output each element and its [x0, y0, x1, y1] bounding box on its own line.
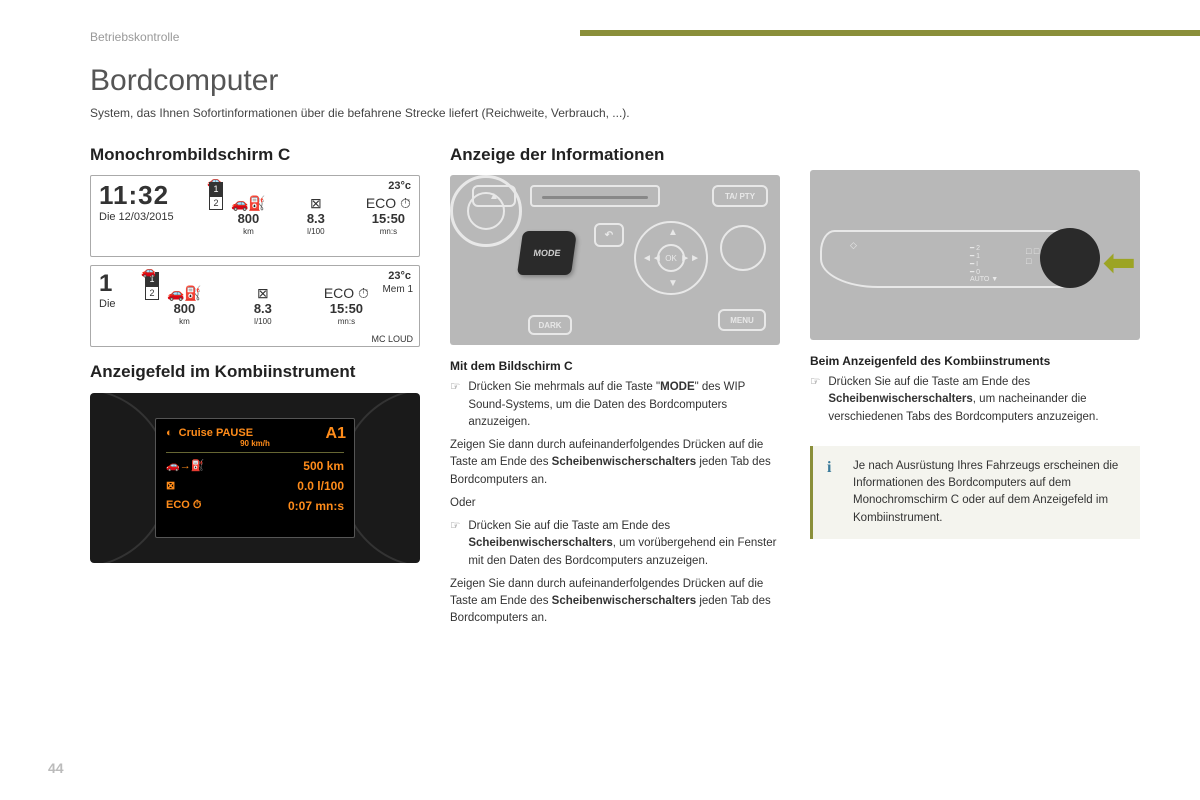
- lcd1-data: 🚗⛽800km ⊠8.3l/100 ECO ⏱15:50mn:s: [231, 196, 411, 236]
- lcd1-eco: ECO ⏱15:50mn:s: [366, 196, 411, 236]
- para-1: Zeigen Sie dann durch aufeinanderfolgend…: [450, 437, 780, 489]
- kombi-instrument: A1 ◐ Cruise PAUSE 90 km/h 🚗→⛽500 km ⊠0.0 …: [90, 393, 420, 563]
- cd-slot: [530, 185, 660, 207]
- lcd1-tab-1: 1: [209, 182, 223, 196]
- control-panel: ▲ TA/ PTY MODE DARK ↶ OK ◄◄ ►► ▲ ▼ MENU: [450, 175, 780, 345]
- bullet-1-text: Drücken Sie mehrmals auf die Taste "MODE…: [468, 379, 780, 431]
- pointer-icon: ☞: [450, 518, 460, 570]
- page-number: 44: [48, 760, 64, 776]
- info-text: Je nach Ausrüstung Ihres Fahrzeugs ersch…: [853, 458, 1126, 527]
- page-subtitle: System, das Ihnen Sofortinformationen üb…: [90, 106, 1140, 120]
- col-right: ◇ ━ 2━ 1━ I━ 0AUTO ▼ □ □□ ⬅ Beim Anzeige…: [810, 144, 1140, 634]
- kombi-row-consumption: ⊠0.0 l/100: [166, 479, 344, 493]
- lcd2-time: 1: [99, 270, 139, 298]
- columns: Monochrombildschirm C 23°c 🚗 1 2 11:32 D…: [90, 144, 1140, 634]
- lcd2-range: 🚗⛽800km: [167, 286, 202, 326]
- stalk-tip: [1040, 228, 1100, 288]
- info-icon: i: [827, 456, 843, 472]
- kombi-row-eco: ECO ⏱0:07 mn:s: [166, 499, 344, 513]
- pointer-icon: ☞: [810, 374, 820, 426]
- dark-button: DARK: [528, 315, 572, 335]
- lcd2-temp: 23°c: [388, 270, 411, 282]
- pointer-icon: ☞: [450, 379, 460, 431]
- right-arrow-icon: ►►: [680, 253, 700, 264]
- eco-timer-icon: ECO ⏱: [366, 196, 411, 210]
- bullet-right-1-text: Drücken Sie auf die Taste am Ende des Sc…: [828, 374, 1140, 426]
- col-left: Monochrombildschirm C 23°c 🚗 1 2 11:32 D…: [90, 144, 420, 634]
- lcd-screen-1: 23°c 🚗 1 2 11:32 Die 12/03/2015 🚗⛽800km …: [90, 175, 420, 257]
- page-title: Bordcomputer: [90, 64, 1140, 98]
- eco-timer-icon: ECO ⏱: [166, 499, 201, 512]
- lcd2-date: Die: [99, 298, 139, 310]
- kombi-cruise-speed: 90 km/h: [166, 439, 344, 448]
- eco-timer-icon: ECO ⏱: [324, 286, 369, 300]
- lcd2-eco: ECO ⏱15:50mn:s: [324, 286, 369, 326]
- lcd1-consumption: ⊠8.3l/100: [307, 196, 325, 236]
- accent-bar: [580, 30, 1200, 36]
- stalk-buttons: □ □□: [1026, 246, 1039, 266]
- lcd2-consumption: ⊠8.3l/100: [254, 286, 272, 326]
- lcd-screen-2: 23°c 1 2 🚗 1 Die 🚗⛽800km ⊠8.3l/100 ECO ⏱…: [90, 265, 420, 347]
- right-knob: [720, 225, 766, 271]
- menu-button: MENU: [718, 309, 766, 331]
- box-icon: ⊠: [166, 479, 175, 492]
- down-arrow-icon: ▼: [668, 278, 678, 289]
- stalk-detail-icon: ◇: [850, 240, 857, 251]
- para-2: Zeigen Sie dann durch aufeinanderfolgend…: [450, 576, 780, 628]
- lcd2-data: 🚗⛽800km ⊠8.3l/100 ECO ⏱15:50mn:s: [167, 286, 369, 326]
- wiper-stalk: ◇ ━ 2━ 1━ I━ 0AUTO ▼ □ □□ ⬅: [810, 170, 1140, 340]
- car-fuel-icon: 🚗→⛽: [166, 459, 204, 472]
- car-icon: 🚗: [141, 264, 156, 278]
- kombi-cruise: Cruise PAUSE: [179, 427, 253, 439]
- heading-monochrom: Monochrombildschirm C: [90, 144, 420, 165]
- eject-button: ▲: [472, 185, 516, 207]
- car-fuel-icon: 🚗⛽: [231, 196, 266, 210]
- box-icon: ⊠: [257, 286, 269, 300]
- lcd2-tab-2: 2: [145, 286, 159, 300]
- mode-button: MODE: [517, 231, 577, 275]
- arrow-left-icon: ⬅: [1102, 240, 1136, 286]
- back-button: ↶: [594, 223, 624, 247]
- bullet-right-1: ☞ Drücken Sie auf die Taste am Ende des …: [810, 374, 1140, 426]
- kombi-screen: A1 ◐ Cruise PAUSE 90 km/h 🚗→⛽500 km ⊠0.0 …: [155, 418, 355, 538]
- heading-kombi: Anzeigefeld im Kombiinstrument: [90, 361, 420, 382]
- car-fuel-icon: 🚗⛽: [167, 286, 202, 300]
- lcd1-tabs: 1 2: [209, 182, 223, 210]
- bullet-1: ☞ Drücken Sie mehrmals auf die Taste "MO…: [450, 379, 780, 431]
- kombi-row-range: 🚗→⛽500 km: [166, 459, 344, 473]
- bullet-2: ☞ Drücken Sie auf die Taste am Ende des …: [450, 518, 780, 570]
- col-mid: Anzeige der Informationen ▲ TA/ PTY MODE…: [450, 144, 780, 634]
- left-arrow-icon: ◄◄: [642, 253, 662, 264]
- para-oder: Oder: [450, 495, 780, 512]
- heading-bildschirm-c: Mit dem Bildschirm C: [450, 359, 780, 373]
- lcd1-range: 🚗⛽800km: [231, 196, 266, 236]
- lcd1-temp: 23°c: [388, 180, 411, 192]
- bullet-2-text: Drücken Sie auf die Taste am Ende des Sc…: [468, 518, 780, 570]
- stalk-scale: ━ 2━ 1━ I━ 0AUTO ▼: [970, 244, 998, 283]
- kombi-top: ◐ Cruise PAUSE 90 km/h: [166, 427, 344, 453]
- ta-pty-button: TA/ PTY: [712, 185, 768, 207]
- heading-anzeige: Anzeige der Informationen: [450, 144, 780, 165]
- lcd2-left: 1 Die: [99, 270, 139, 310]
- box-icon: ⊠: [310, 196, 322, 210]
- dpad: OK ◄◄ ►► ▲ ▼: [634, 221, 708, 295]
- heading-kombi-anzeige: Beim Anzeigenfeld des Kombiinstruments: [810, 354, 1140, 368]
- up-arrow-icon: ▲: [668, 227, 678, 238]
- kombi-a1: A1: [326, 425, 346, 443]
- lcd2-mem: Mem 1: [382, 284, 413, 295]
- lcd1-tab-2: 2: [209, 196, 223, 210]
- gauge-icon: ◐: [166, 427, 173, 439]
- lcd2-mc: MC LOUD: [371, 334, 413, 344]
- info-box: i Je nach Ausrüstung Ihres Fahrzeugs ers…: [810, 446, 1140, 539]
